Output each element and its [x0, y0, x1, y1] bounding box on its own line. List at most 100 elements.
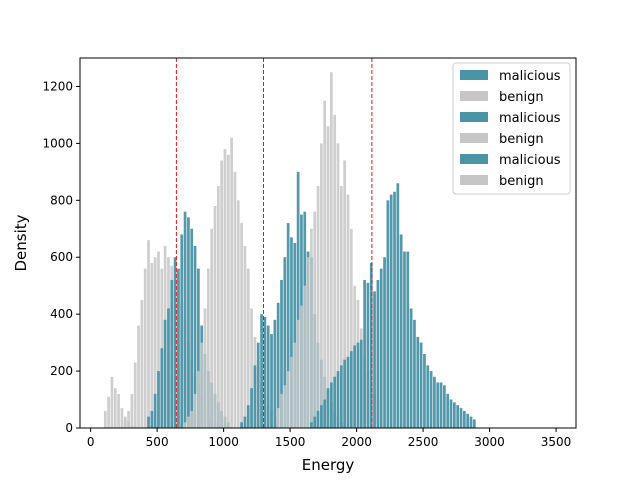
malicious-bar: [197, 268, 200, 428]
benign-bar: [143, 268, 147, 428]
benign-bar: [150, 262, 154, 428]
benign-bar: [339, 186, 343, 428]
benign-bar: [120, 408, 124, 428]
malicious-bar: [250, 388, 253, 428]
malicious-bar: [436, 382, 440, 428]
malicious-bar: [349, 351, 353, 428]
malicious-bar: [336, 371, 340, 428]
malicious-bar: [187, 217, 190, 428]
x-axis-label: Energy: [302, 456, 355, 474]
malicious-bar: [293, 243, 297, 428]
benign-bar: [230, 137, 233, 428]
malicious-bar: [177, 268, 180, 428]
malicious-bar: [190, 228, 194, 428]
x-tick-label: 2500: [408, 435, 439, 449]
benign-bar: [133, 362, 137, 428]
benign-bar: [333, 114, 337, 429]
malicious-bar: [256, 342, 260, 428]
benign-bar: [157, 251, 160, 428]
malicious-bar: [290, 237, 293, 428]
benign-bar: [313, 211, 317, 428]
benign-bar: [303, 285, 307, 428]
benign-bar: [190, 410, 194, 428]
chart-legend: malicious benign malicious benign malici…: [452, 62, 571, 195]
benign-bar: [326, 126, 330, 428]
benign-bar: [127, 410, 130, 428]
y-tick-label: 600: [50, 250, 73, 264]
malicious-bar: [323, 399, 327, 428]
malicious-bar: [157, 371, 160, 428]
legend-swatch-malicious: [460, 154, 488, 164]
malicious-bar: [326, 388, 330, 428]
malicious-bar: [456, 405, 460, 428]
x-tick-label: 1500: [275, 435, 306, 449]
benign-bar: [349, 228, 353, 428]
benign-bar: [329, 72, 333, 428]
legend-label-benign: benign: [499, 174, 544, 189]
histogram-bars: [103, 72, 476, 429]
malicious-bar: [167, 308, 170, 428]
benign-bar: [243, 245, 247, 428]
benign-bar: [316, 186, 320, 428]
malicious-bar: [263, 317, 267, 428]
malicious-bar: [283, 257, 287, 428]
benign-bar: [286, 371, 290, 428]
x-tick-label: 3000: [474, 435, 505, 449]
malicious-bar: [413, 319, 416, 428]
benign-bar: [290, 356, 293, 428]
benign-bar: [223, 149, 227, 428]
benign-bar: [117, 393, 120, 428]
malicious-bar: [296, 171, 300, 428]
series-6-malicious: [310, 183, 476, 428]
benign-bar: [343, 160, 347, 428]
x-tick-label: 500: [146, 435, 169, 449]
legend-swatch-benign: [460, 91, 488, 101]
benign-bar: [246, 268, 250, 428]
y-tick-label: 800: [50, 193, 73, 207]
legend-label-malicious: malicious: [499, 153, 561, 168]
legend-label-benign: benign: [499, 132, 544, 147]
legend-label-malicious: malicious: [499, 69, 561, 84]
x-axis-ticks: 0 500 1000 1500 2000 2500 3000 3500: [87, 428, 571, 449]
malicious-bar: [376, 280, 380, 428]
malicious-bar: [389, 194, 393, 428]
malicious-bar: [466, 413, 470, 428]
malicious-bar: [459, 408, 463, 428]
benign-bar: [323, 100, 327, 428]
malicious-bar: [353, 345, 356, 428]
malicious-bar: [339, 365, 343, 428]
benign-bar: [210, 228, 214, 428]
y-axis-ticks: 0 200 400 600 800 1000 1200: [42, 79, 80, 435]
benign-bar: [107, 396, 110, 428]
malicious-bar: [160, 348, 164, 428]
benign-bar: [250, 308, 253, 428]
malicious-bar: [147, 416, 150, 428]
benign-bar: [197, 371, 200, 428]
malicious-bar: [409, 308, 413, 428]
malicious-bar: [183, 211, 187, 428]
benign-bar: [320, 143, 323, 428]
malicious-bar: [469, 416, 473, 428]
malicious-bar: [366, 282, 370, 428]
y-tick-label: 0: [65, 421, 73, 435]
malicious-bar: [359, 339, 363, 428]
malicious-bar: [429, 371, 433, 428]
malicious-bar: [240, 422, 243, 428]
benign-bar: [283, 385, 287, 428]
malicious-bar: [270, 334, 273, 428]
legend-label-benign: benign: [499, 90, 544, 105]
benign-bar: [293, 342, 297, 428]
x-tick-label: 0: [87, 435, 95, 449]
malicious-bar: [439, 382, 443, 428]
malicious-bar: [446, 393, 450, 428]
malicious-bar: [193, 245, 197, 428]
malicious-bar: [453, 402, 456, 428]
benign-bar: [213, 206, 217, 428]
malicious-bar: [266, 325, 270, 428]
malicious-bar: [423, 354, 426, 428]
benign-bar: [130, 393, 134, 428]
malicious-bar: [170, 280, 174, 428]
benign-bar: [346, 194, 350, 428]
malicious-bar: [273, 319, 277, 428]
malicious-bar: [416, 336, 420, 428]
